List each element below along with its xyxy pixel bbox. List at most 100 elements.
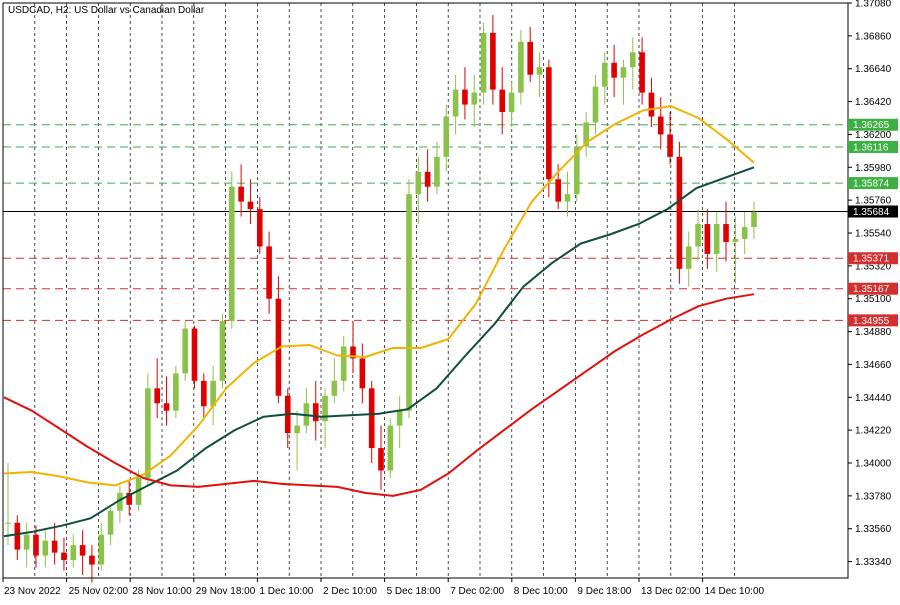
- y-tick-label: 1.34000: [855, 459, 892, 470]
- y-tick-label: 1.33780: [855, 491, 892, 502]
- x-tick-label: 8 Dec 10:00: [514, 586, 568, 597]
- candle-body: [117, 492, 123, 511]
- y-tick-label: 1.33560: [855, 524, 892, 535]
- candle-body: [23, 534, 30, 550]
- y-tick-label: 1.35540: [855, 229, 892, 240]
- candle-body: [508, 92, 515, 113]
- candle-body: [126, 492, 133, 505]
- support-level-badge: [848, 282, 898, 295]
- chart-title: USDCAD, H2: US Dollar vs Canadian Dollar: [8, 5, 205, 16]
- candle-body: [396, 410, 403, 426]
- moving-average-line: [3, 166, 755, 538]
- candle-body: [98, 534, 105, 565]
- candle-body: [695, 224, 701, 247]
- y-tick-label: 1.34880: [855, 327, 892, 338]
- candle-body: [648, 92, 655, 117]
- x-tick-label: 29 Nov 18:00: [196, 586, 256, 597]
- candle-body: [61, 552, 67, 561]
- candle-body: [256, 209, 263, 247]
- candle-body: [443, 116, 450, 157]
- resistance-level-badge: [848, 140, 898, 153]
- candle-body: [79, 545, 86, 556]
- candle-body: [145, 388, 151, 478]
- candle-body: [713, 224, 720, 254]
- candle-body: [546, 67, 552, 180]
- x-tick-label: 1 Dec 10:00: [259, 586, 313, 597]
- candle-body: [415, 171, 422, 195]
- candle-body: [657, 116, 664, 135]
- candle-body: [667, 134, 673, 157]
- candle-body: [611, 62, 617, 78]
- x-tick-label: 25 Nov 02:00: [69, 586, 129, 597]
- y-tick-label: 1.36640: [855, 64, 892, 75]
- candle-body: [378, 448, 384, 471]
- y-tick-label: 1.35760: [855, 196, 892, 207]
- candle-body: [368, 388, 375, 449]
- support-level-label: 1.35167: [853, 284, 890, 295]
- x-tick-label: 13 Dec 02:00: [641, 586, 701, 597]
- resistance-level-label: 1.35874: [853, 179, 890, 190]
- support-level-label: 1.34955: [853, 316, 890, 327]
- candle-body: [107, 510, 114, 535]
- x-tick-label: 2 Dec 10:00: [323, 586, 377, 597]
- candle-body: [536, 67, 543, 75]
- candle-body: [527, 41, 533, 75]
- candle-body: [387, 425, 394, 471]
- candle-body: [471, 92, 478, 105]
- candle-body: [685, 246, 692, 269]
- price-badges-layer: 1.36265 1.36116 1.35874 1.35371 1.35167 1.349…: [848, 118, 898, 327]
- current-price-line-label: 1.35684: [853, 207, 890, 218]
- candle-body: [210, 380, 216, 407]
- candle-body: [219, 321, 226, 381]
- candle-body: [229, 186, 235, 322]
- x-tick-label: 9 Dec 18:00: [577, 586, 631, 597]
- moving-average-line: [3, 105, 755, 487]
- support-level-label: 1.35371: [853, 254, 890, 265]
- candle-body: [42, 540, 49, 556]
- candle-body: [555, 179, 561, 202]
- candle-body: [490, 32, 496, 90]
- candle-body: [294, 425, 300, 434]
- candle-body: [639, 52, 645, 93]
- candle-body: [704, 224, 711, 254]
- candle-body: [247, 201, 254, 210]
- candle-body: [191, 328, 198, 381]
- candle-body: [163, 403, 170, 411]
- candle-body: [741, 227, 748, 239]
- y-tick-label: 1.36200: [855, 130, 892, 141]
- y-tick-label: 1.34660: [855, 360, 892, 371]
- candle-body: [592, 86, 599, 123]
- candle-body: [732, 238, 739, 242]
- candle-body: [359, 358, 366, 389]
- y-tick-label: 1.36860: [855, 31, 892, 42]
- candle-body: [480, 32, 487, 93]
- candle-body: [723, 224, 729, 242]
- resistance-level-badge: [848, 177, 898, 190]
- x-tick-label: 28 Nov 10:00: [132, 586, 192, 597]
- x-tick-label: 23 Nov 2022: [4, 586, 61, 597]
- support-level-badge: [848, 314, 898, 327]
- candle-body: [676, 156, 683, 269]
- x-tick-label: 5 Dec 18:00: [387, 586, 441, 597]
- candle-body: [574, 146, 580, 195]
- candle-body: [33, 534, 39, 556]
- candle-body: [14, 522, 21, 550]
- x-tick-label: 14 Dec 10:00: [705, 586, 765, 597]
- candle-body: [340, 346, 347, 381]
- y-tick-label: 1.37080: [855, 0, 892, 10]
- candle-body: [620, 67, 627, 78]
- axis-layer: 23 Nov 2022 25 Nov 02:00 28 Nov 10:00 29 No…: [2, 0, 892, 597]
- candle-body: [154, 388, 160, 404]
- y-tick-label: 1.33340: [855, 557, 892, 568]
- candle-body: [350, 346, 356, 359]
- candle-body: [70, 545, 77, 561]
- y-tick-label: 1.35980: [855, 163, 892, 174]
- candle-body: [629, 52, 636, 68]
- y-tick-label: 1.35100: [855, 294, 892, 305]
- support-level-badge: [848, 252, 898, 265]
- y-tick-label: 1.36420: [855, 97, 892, 108]
- moving-averages-layer: [3, 105, 755, 538]
- candle-body: [751, 212, 757, 228]
- candle-body: [238, 186, 244, 202]
